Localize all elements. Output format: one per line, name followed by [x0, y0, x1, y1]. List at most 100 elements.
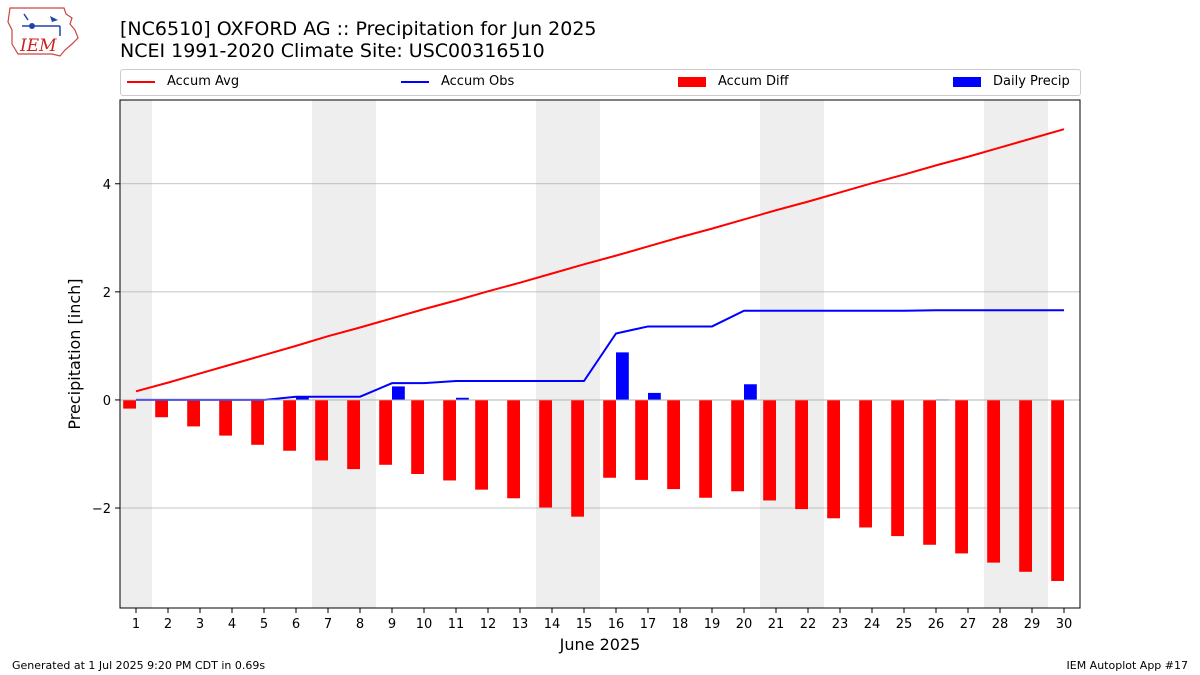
bar-accum-diff — [475, 399, 488, 490]
x-tick-label: 18 — [672, 617, 689, 632]
footer-app: IEM Autoplot App #17 — [1066, 659, 1189, 672]
chart-subtitle: NCEI 1991-2020 Climate Site: USC00316510 — [120, 40, 545, 62]
legend-label-accum-avg: Accum Avg — [167, 74, 240, 89]
y-tick-label: 2 — [103, 286, 111, 301]
x-tick-label: 15 — [576, 617, 593, 632]
x-tick-label: 3 — [196, 617, 204, 632]
legend-swatch-accum-diff — [678, 76, 706, 87]
legend-item-accum-avg: Accum Avg — [127, 74, 239, 90]
iem-logo: IEM — [7, 7, 79, 57]
bar-daily-precip — [648, 392, 661, 400]
legend-swatch-accum-avg — [127, 80, 155, 83]
legend-item-accum-diff: Accum Diff — [678, 74, 789, 90]
legend-item-daily-precip: Daily Precip — [953, 74, 1070, 90]
line-accum-avg — [135, 128, 1065, 393]
bar-accum-diff — [539, 399, 552, 508]
legend-label-accum-diff: Accum Diff — [718, 74, 789, 89]
bar-accum-diff — [251, 399, 264, 445]
bar-accum-diff — [827, 399, 840, 519]
x-tick-label: 22 — [800, 617, 817, 632]
x-tick-label: 14 — [544, 617, 561, 632]
legend-item-accum-obs: Accum Obs — [401, 74, 514, 90]
weekend-shade — [312, 100, 344, 608]
x-tick-label: 6 — [292, 617, 300, 632]
x-tick-label: 29 — [1024, 617, 1041, 632]
x-tick-label: 12 — [480, 617, 497, 632]
bar-accum-diff — [123, 399, 136, 409]
legend: Accum Avg Accum Obs Accum Diff Daily Pre… — [120, 69, 1081, 96]
y-tick-label: 0 — [103, 394, 111, 409]
x-tick-label: 27 — [960, 617, 977, 632]
bar-daily-precip — [392, 386, 405, 400]
x-tick-label: 26 — [928, 617, 945, 632]
bar-accum-diff — [635, 399, 648, 480]
bar-accum-diff — [443, 399, 456, 481]
bar-daily-precip — [744, 384, 757, 400]
bar-accum-diff — [795, 399, 808, 510]
legend-label-daily-precip: Daily Precip — [993, 74, 1070, 89]
bar-accum-diff — [155, 399, 168, 418]
x-tick-label: 8 — [356, 617, 364, 632]
y-axis-label: Precipitation [inch] — [65, 278, 84, 429]
x-tick-label: 10 — [416, 617, 433, 632]
bar-accum-diff — [699, 399, 712, 498]
bar-accum-diff — [187, 399, 200, 427]
bar-accum-diff — [763, 399, 776, 501]
bar-accum-diff — [411, 399, 424, 474]
x-tick-label: 1 — [132, 617, 140, 632]
x-tick-label: 16 — [608, 617, 625, 632]
chart-title: [NC6510] OXFORD AG :: Precipitation for … — [120, 18, 597, 40]
legend-swatch-accum-obs — [401, 80, 429, 83]
bar-accum-diff — [955, 399, 968, 554]
weekend-shade — [760, 100, 792, 608]
x-tick-label: 24 — [864, 617, 881, 632]
bar-accum-diff — [283, 399, 296, 451]
bar-daily-precip — [616, 352, 629, 400]
weekend-shade — [344, 100, 376, 608]
x-tick-label: 4 — [228, 617, 236, 632]
weekend-shade — [792, 100, 824, 608]
bar-accum-diff — [891, 399, 904, 537]
legend-label-accum-obs: Accum Obs — [441, 74, 515, 89]
x-tick-label: 25 — [896, 617, 913, 632]
x-tick-label: 11 — [448, 617, 465, 632]
weekend-shade — [120, 100, 152, 608]
x-axis-label: June 2025 — [559, 635, 641, 654]
x-tick-label: 21 — [768, 617, 785, 632]
plot-area: 1 2 3 4 5 6 7 8 9 10 11 12 13 14 15 16 17 18 19 20 21 22 23 24 2… — [65, 99, 1081, 654]
logo-text: IEM — [19, 36, 57, 56]
legend-swatch-daily-precip — [953, 76, 981, 87]
bar-daily-precip — [456, 397, 469, 400]
bar-accum-diff — [315, 399, 328, 461]
x-tick-label: 9 — [388, 617, 396, 632]
x-tick-label: 13 — [512, 617, 529, 632]
y-tick-label: −2 — [92, 502, 111, 517]
y-tick-label: 4 — [103, 178, 111, 193]
bar-accum-diff — [1051, 399, 1064, 581]
x-tick-label: 30 — [1056, 617, 1073, 632]
bar-accum-diff — [507, 399, 520, 499]
bar-accum-diff — [571, 399, 584, 517]
bar-accum-diff — [859, 399, 872, 528]
bar-accum-diff — [731, 399, 744, 492]
x-tick-label: 2 — [164, 617, 172, 632]
x-tick-label: 17 — [640, 617, 657, 632]
bar-accum-diff — [667, 399, 680, 490]
bar-accum-diff — [1019, 399, 1032, 572]
bar-accum-diff — [987, 399, 1000, 563]
line-accum-obs — [136, 309, 1064, 401]
plot-frame — [119, 99, 1081, 609]
bar-accum-diff — [603, 399, 616, 478]
bar-accum-diff — [379, 399, 392, 465]
bar-accum-diff — [347, 399, 360, 470]
footer-generated: Generated at 1 Jul 2025 9:20 PM CDT in 0… — [12, 659, 266, 672]
x-tick-label: 5 — [260, 617, 268, 632]
x-tick-label: 23 — [832, 617, 849, 632]
x-tick-label: 28 — [992, 617, 1009, 632]
x-tick-label: 7 — [324, 617, 332, 632]
weekend-shade — [568, 100, 600, 608]
weekend-shade — [536, 100, 568, 608]
x-tick-label: 20 — [736, 617, 753, 632]
bar-accum-diff — [219, 399, 232, 436]
